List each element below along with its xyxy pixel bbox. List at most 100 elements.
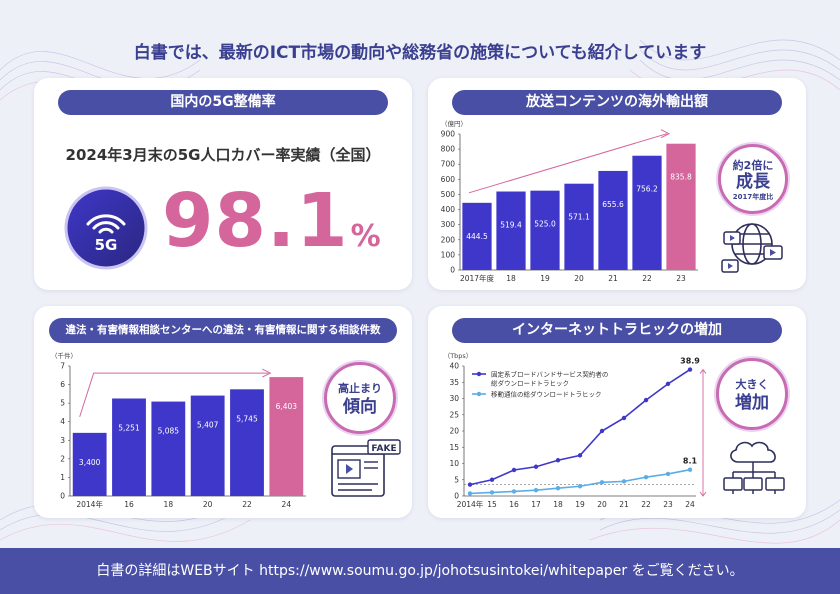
x-tick-label: 20	[574, 274, 584, 283]
y-tick-label: 35	[449, 378, 459, 387]
series-point	[621, 479, 627, 484]
trend-arrowhead	[660, 129, 671, 139]
y-tick-label: 3	[60, 436, 65, 445]
y-tick-label: 6	[60, 380, 65, 389]
fake-label: FAKE	[371, 444, 396, 454]
y-unit-label: （億円）	[441, 119, 467, 128]
series-point	[555, 458, 561, 463]
series-point	[643, 397, 649, 403]
series-point	[511, 489, 517, 494]
5g-icon: 5G	[64, 186, 148, 270]
y-tick-label: 10	[449, 459, 459, 468]
y-tick-label: 300	[441, 220, 456, 229]
series-point	[687, 367, 693, 372]
5g-icon-label: 5G	[95, 236, 118, 254]
coverage-value: 98.1%	[162, 178, 381, 264]
series-point	[665, 471, 671, 477]
bar-value-label: 5,745	[236, 414, 258, 423]
x-tick-label: 2017年度	[460, 273, 495, 283]
x-tick-label: 22	[242, 500, 252, 509]
bar	[230, 389, 264, 496]
bar-value-label: 655.6	[602, 200, 624, 209]
x-tick-label: 23	[663, 500, 673, 509]
x-tick-label: 15	[487, 500, 497, 509]
panel-broadcast: 放送コンテンツの海外輸出額 （億円） 0 100 200 300 400 500 600 700…	[428, 78, 806, 290]
y-tick-label: 40	[449, 362, 459, 371]
coverage-unit: %	[350, 219, 381, 254]
y-tick-label: 4	[60, 417, 65, 426]
series-point	[489, 490, 495, 495]
y-unit-label: （千件）	[51, 351, 77, 360]
y-tick-label: 100	[441, 250, 456, 259]
series-point	[533, 487, 539, 493]
series-point	[511, 467, 517, 473]
y-tick-label: 2	[60, 454, 65, 463]
x-tick-label: 2014年	[457, 499, 484, 509]
x-tick-label: 16	[509, 500, 519, 509]
trend-arrowhead	[262, 368, 272, 378]
y-tick-label: 0	[454, 492, 459, 501]
y-tick-label: 800	[441, 145, 456, 154]
coverage-number: 98.1	[162, 178, 349, 264]
bar-value-label: 444.5	[466, 232, 488, 241]
bar	[190, 395, 225, 496]
legend-label: 移動通信の総ダウンロードトラヒック	[491, 390, 602, 399]
growth-bracket-arrowhead	[699, 368, 707, 374]
panel-traffic-title: インターネットトラヒックの増加	[452, 318, 782, 343]
series-point	[489, 477, 495, 482]
y-tick-label: 0	[60, 492, 65, 501]
y-tick-label: 5	[454, 475, 459, 484]
x-tick-label: 22	[642, 274, 652, 283]
growth-badge-line2: 成長	[736, 172, 770, 192]
bar	[269, 377, 304, 496]
growth-badge-line1: 約2倍に	[732, 159, 774, 172]
x-tick-label: 20	[597, 500, 607, 509]
bar-value-label: 571.1	[568, 213, 590, 222]
bar	[462, 202, 492, 270]
x-tick-label: 24	[685, 500, 695, 509]
y-tick-label: 25	[449, 410, 459, 419]
x-tick-label: 22	[641, 500, 651, 509]
growth-badge: 約2倍に 成長 2017年度比	[718, 144, 788, 214]
trend-arrow-line	[79, 372, 269, 418]
bar-value-label: 5,251	[118, 423, 140, 432]
fake-news-icon: FAKE	[331, 439, 401, 497]
y-tick-label: 20	[449, 427, 459, 436]
bar	[151, 401, 186, 496]
bar-value-label: 6,403	[276, 402, 298, 411]
x-tick-label: 19	[540, 274, 550, 283]
x-tick-label: 19	[575, 500, 585, 509]
y-tick-label: 900	[441, 130, 456, 139]
bar	[598, 170, 628, 270]
y-tick-label: 15	[449, 443, 459, 452]
series-point	[665, 381, 671, 387]
plateau-badge: 高止まり 傾向	[324, 362, 396, 434]
bar	[72, 432, 107, 496]
y-tick-label: 500	[441, 190, 456, 199]
panel-consultation-title: 違法・有害情報相談センターへの違法・有害情報に関する相談件数	[49, 318, 397, 343]
bar	[496, 191, 526, 270]
series-point	[577, 484, 583, 489]
bar-value-label: 835.8	[670, 173, 692, 182]
series-point	[599, 428, 605, 434]
growth-badge-line3: 2017年度比	[732, 193, 774, 201]
series-point	[467, 482, 473, 487]
increase-badge-line1: 大きく	[735, 378, 769, 391]
bar-value-label: 3,400	[79, 458, 101, 467]
x-tick-label: 18	[164, 500, 174, 509]
bar	[632, 155, 662, 270]
series-point	[687, 467, 693, 472]
series-point	[643, 474, 649, 480]
y-tick-label: 5	[60, 399, 65, 408]
panel-consultation: 違法・有害情報相談センターへの違法・有害情報に関する相談件数 （千件） 0 1 2 3 4…	[34, 306, 412, 518]
y-tick-label: 0	[450, 266, 455, 275]
series-line	[469, 468, 691, 495]
legend-swatch-point	[476, 371, 482, 377]
bar-value-label: 5,085	[158, 427, 180, 436]
increase-badge: 大きく 増加	[716, 358, 788, 430]
bar	[530, 190, 560, 270]
x-tick-label: 21	[608, 274, 618, 283]
bar-value-label: 525.0	[534, 220, 556, 229]
x-tick-label: 18	[506, 274, 516, 283]
